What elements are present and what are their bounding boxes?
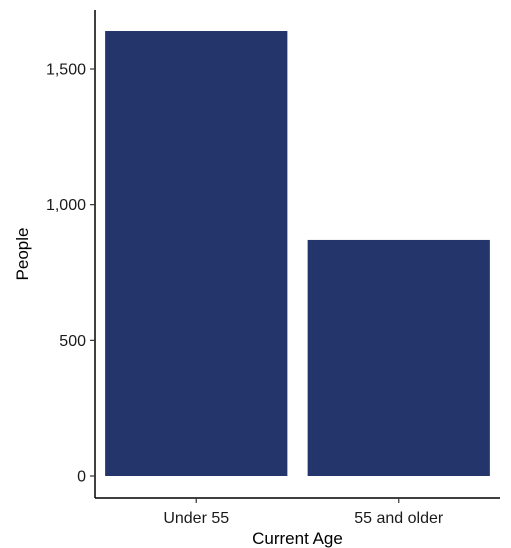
x-tick-label: Under 55	[163, 510, 229, 527]
y-tick-label: 1,000	[46, 197, 86, 214]
y-tick-label: 0	[77, 469, 86, 486]
y-tick-label: 500	[59, 333, 86, 350]
y-axis-ticks: 0 500 1,000 1,500	[46, 62, 95, 486]
y-tick-label: 1,500	[46, 62, 86, 79]
bars-group	[105, 31, 490, 476]
bar-1	[307, 239, 490, 476]
x-tick-label: 55 and older	[354, 510, 444, 527]
x-axis-ticks: Under 55 55 and older	[163, 498, 444, 527]
y-axis-title: People	[13, 228, 32, 281]
bar-0	[105, 31, 288, 476]
x-axis-title: Current Age	[252, 529, 343, 548]
